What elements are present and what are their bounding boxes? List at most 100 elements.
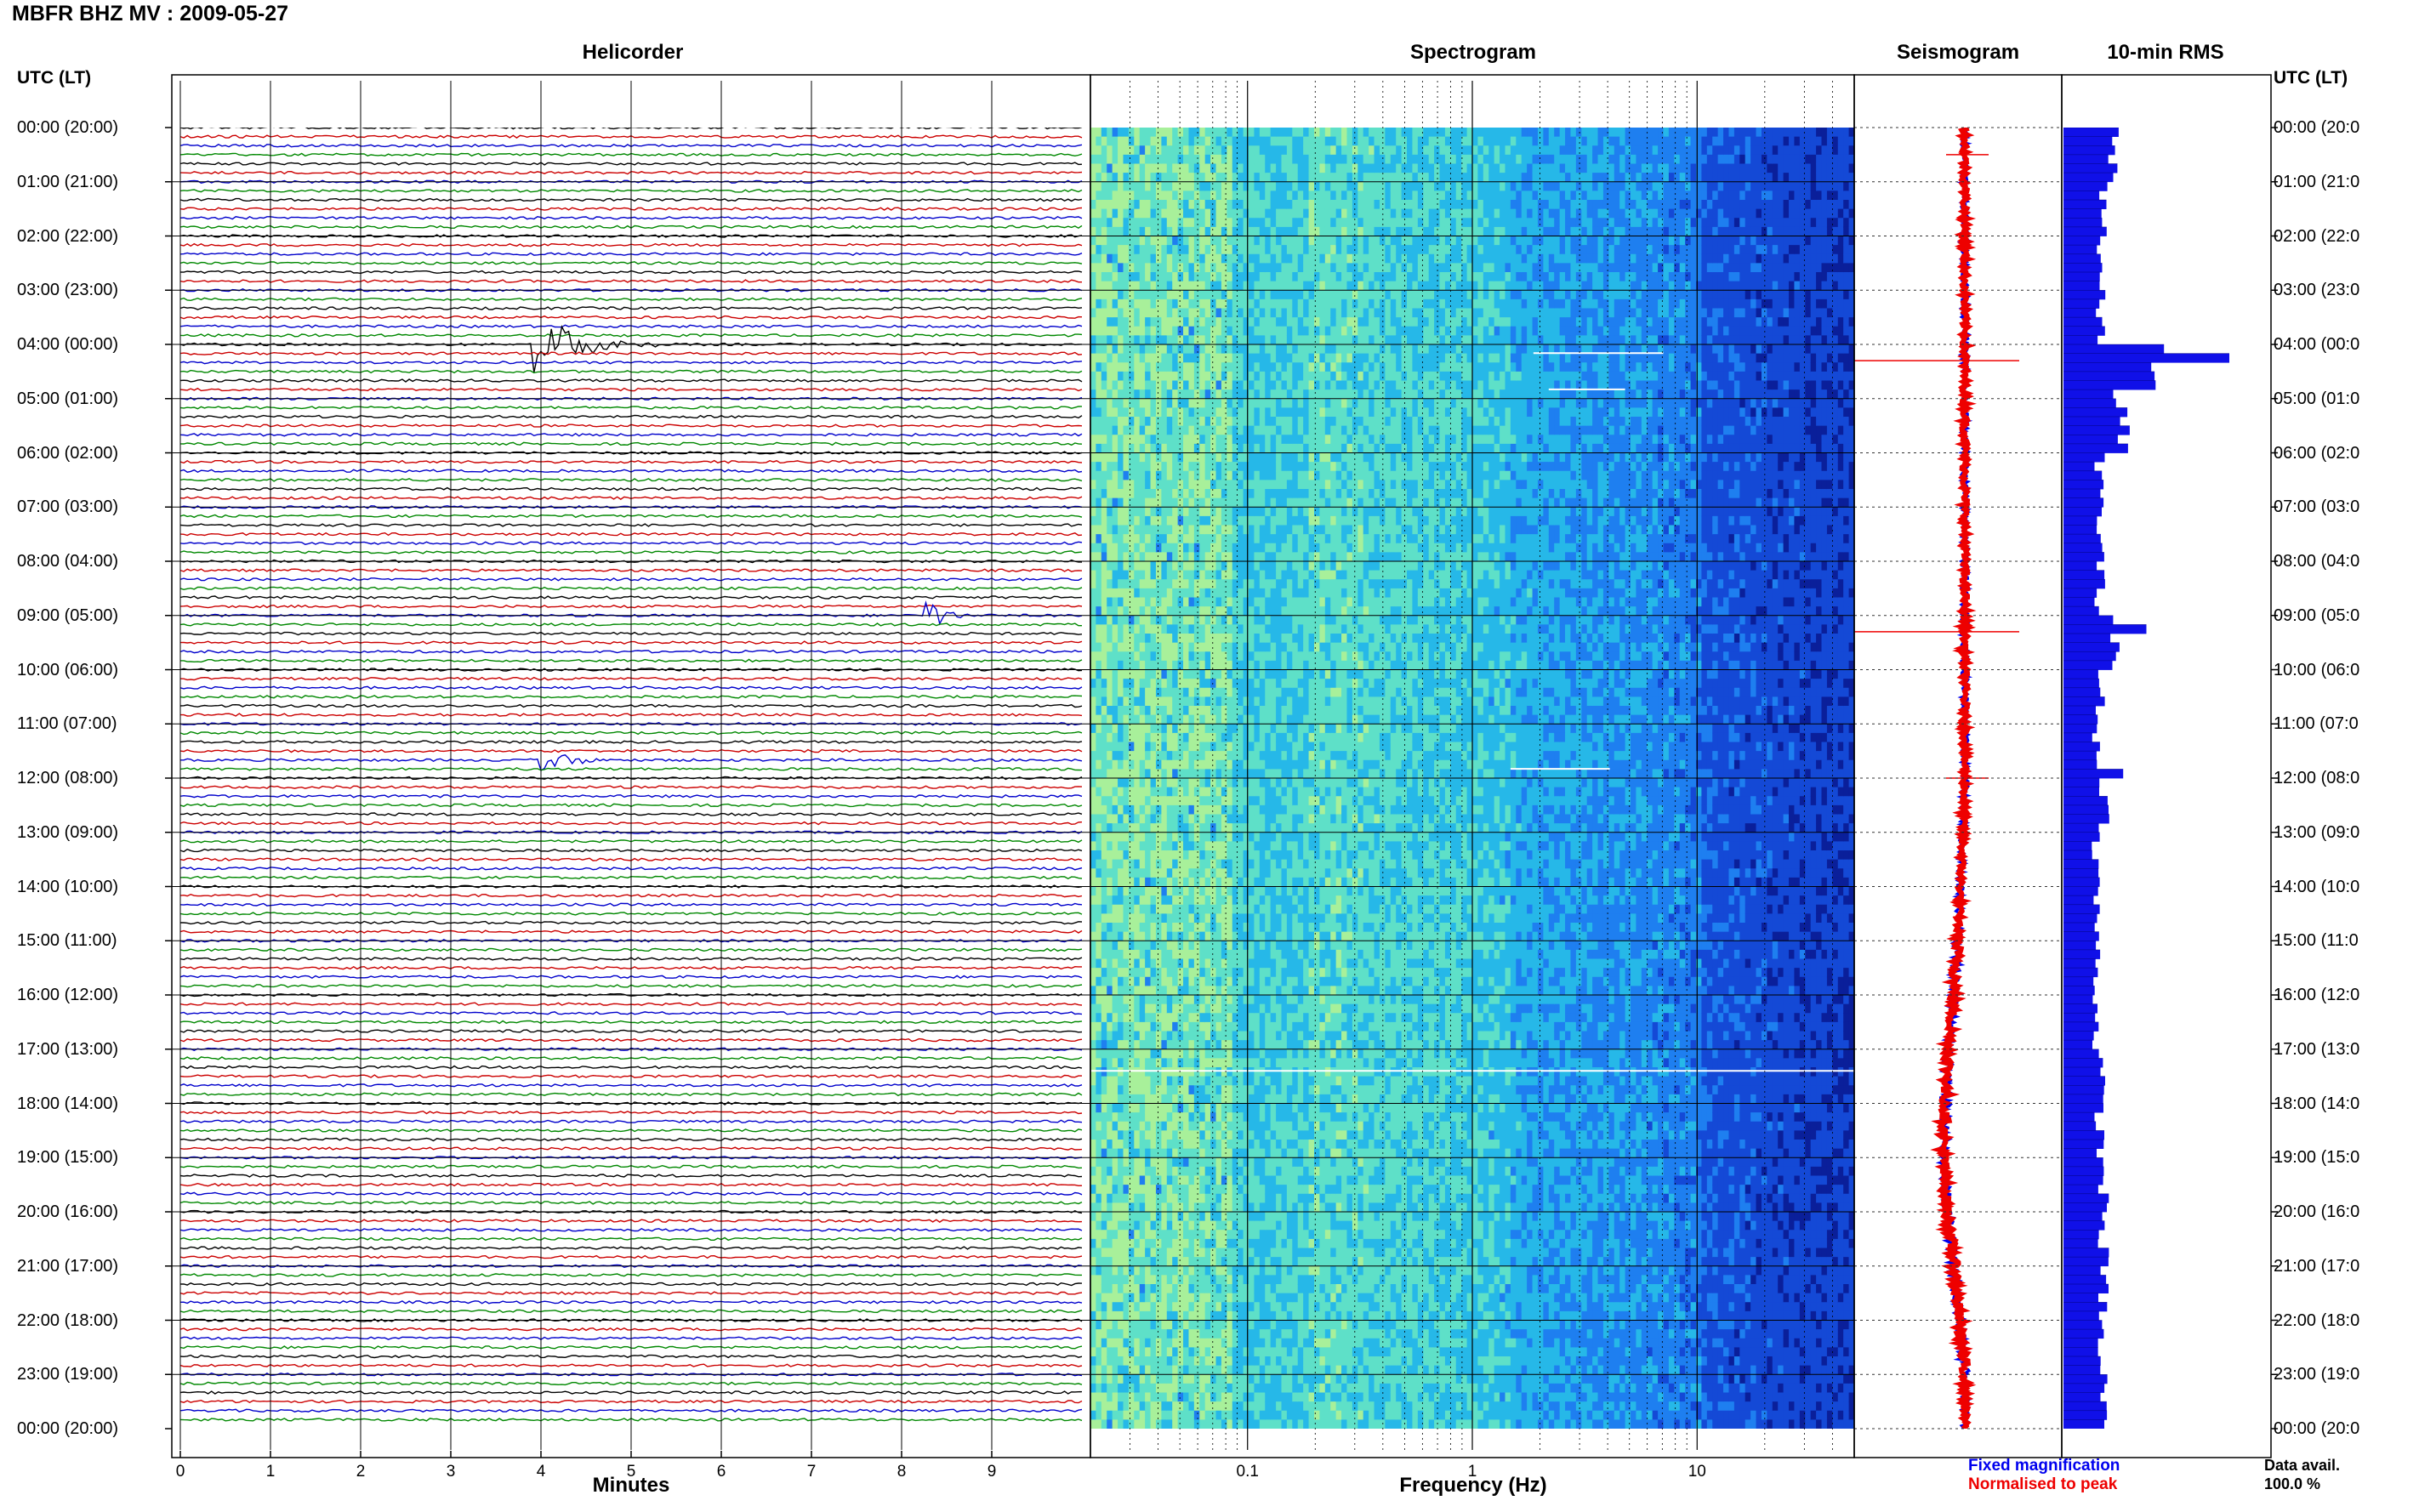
spectrogram-cell [1145, 218, 1152, 228]
spectrogram-cell [1193, 787, 1200, 797]
spectrogram-cell [1259, 1392, 1266, 1402]
spectrogram-cell [1150, 1049, 1157, 1059]
spectrogram-cell [1188, 1058, 1195, 1068]
spectrogram-cell [1270, 362, 1277, 372]
spectrogram-cell [1155, 904, 1162, 914]
spectrogram-cell [1188, 128, 1195, 138]
spectrogram-cell [1270, 263, 1277, 273]
spectrogram-cell [1232, 281, 1238, 291]
spectrogram-cell [1166, 200, 1173, 210]
spectrogram-cell [1254, 1031, 1261, 1041]
spectrogram-cell [1090, 335, 1097, 345]
spectrogram-cell [1134, 218, 1141, 228]
spectrogram-cell [1232, 634, 1238, 644]
spectrogram-cell [1210, 263, 1217, 273]
spectrogram-cell [1259, 751, 1266, 761]
spectrogram-cell [1118, 407, 1124, 418]
spectrogram-cell [1188, 796, 1195, 806]
spectrogram-cell [1118, 886, 1124, 896]
spectrogram-cell [1145, 886, 1152, 896]
spectrogram-cell [1188, 353, 1195, 363]
spectrogram-cell [1193, 163, 1200, 173]
spectrogram-cell [1101, 380, 1107, 390]
spectrogram-cell [1101, 308, 1107, 318]
spectrogram-cell [1183, 986, 1190, 996]
spectrogram-cell [1232, 1021, 1238, 1032]
spectrogram-cell [1177, 1175, 1184, 1185]
spectrogram-cell [1265, 1112, 1272, 1123]
spectrogram-cell [1139, 1401, 1146, 1412]
spectrogram-cell [1270, 308, 1277, 318]
spectrogram-cell [1265, 597, 1272, 607]
spectrogram-cell [1227, 308, 1233, 318]
spectrogram-cell [1259, 290, 1266, 300]
spectrogram-cell [1101, 326, 1107, 336]
spectrogram-cell [1090, 1338, 1097, 1348]
spectrogram-cell [1238, 1112, 1244, 1123]
spectrogram-cell [1134, 272, 1141, 282]
spectrogram-cell [1118, 218, 1124, 228]
spectrogram-cell [1161, 145, 1168, 156]
spectrogram-cell [1238, 1193, 1244, 1203]
spectrogram-cell [1270, 669, 1277, 679]
spectrogram-cell [1238, 995, 1244, 1005]
spectrogram-cell [1232, 976, 1238, 986]
spectrogram-cell [1259, 1356, 1266, 1367]
spectrogram-cell [1265, 769, 1272, 779]
spectrogram-cell [1259, 1130, 1266, 1140]
spectrogram-cell [1232, 128, 1238, 138]
spectrogram-cell [1254, 778, 1261, 788]
spectrogram-cell [1107, 634, 1113, 644]
spectrogram-cell [1107, 226, 1113, 237]
spectrogram-cell [1172, 1094, 1179, 1105]
spectrogram-cell [1210, 1365, 1217, 1375]
spectrogram-cell [1243, 850, 1249, 861]
spectrogram-cell [1199, 579, 1206, 589]
spectrogram-cell [1199, 687, 1206, 697]
spectrogram-cell [1249, 452, 1255, 463]
spectrogram-cell [1090, 1230, 1097, 1240]
spectrogram-cell [1107, 389, 1113, 400]
spectrogram-cell [1243, 208, 1249, 219]
spectrogram-cell [1107, 1356, 1113, 1367]
spectrogram-cell [1150, 362, 1157, 372]
spectrogram-cell [1199, 443, 1206, 454]
spectrogram-cell [1238, 136, 1244, 146]
spectrogram-cell [1155, 606, 1162, 617]
spectrogram-cell [1155, 181, 1162, 191]
spectrogram-cell [1227, 1220, 1233, 1231]
spectrogram-cell [1259, 1058, 1266, 1068]
spectrogram-cell [1161, 814, 1168, 824]
spectrogram-cell [1270, 1021, 1277, 1032]
spectrogram-cell [1155, 1347, 1162, 1357]
spectrogram-cell [1254, 452, 1261, 463]
spectrogram-cell [1243, 832, 1249, 842]
spectrogram-cell [1188, 226, 1195, 237]
spectrogram-cell [1221, 742, 1227, 752]
spectrogram-cell [1204, 624, 1211, 634]
spectrogram-cell [1188, 696, 1195, 707]
spectrogram-cell [1188, 615, 1195, 625]
spectrogram-cell [1193, 435, 1200, 445]
spectrogram-cell [1254, 1310, 1261, 1322]
spectrogram-cell [1101, 362, 1107, 372]
spectrogram-cell [1199, 570, 1206, 580]
spectrogram-cell [1123, 489, 1130, 499]
spectrogram-cell [1112, 1238, 1118, 1249]
spectrogram-cell [1193, 759, 1200, 770]
spectrogram-cell [1215, 1347, 1222, 1357]
spectrogram-cell [1249, 407, 1255, 418]
spectrogram-cell [1090, 1193, 1097, 1203]
spectrogram-cell [1161, 1310, 1168, 1322]
spectrogram-cell [1155, 1419, 1162, 1429]
spectrogram-cell [1204, 417, 1211, 427]
spectrogram-cell [1123, 552, 1130, 562]
spectrogram-cell [1254, 1112, 1261, 1123]
spectrogram-cell [1145, 1257, 1152, 1267]
spectrogram-cell [1193, 1401, 1200, 1412]
spectrogram-cell [1150, 1293, 1157, 1303]
spectrogram-cell [1118, 1130, 1124, 1140]
spectrogram-cell [1199, 1392, 1206, 1402]
spectrogram-cell [1096, 732, 1102, 743]
spectrogram-cell [1161, 136, 1168, 146]
